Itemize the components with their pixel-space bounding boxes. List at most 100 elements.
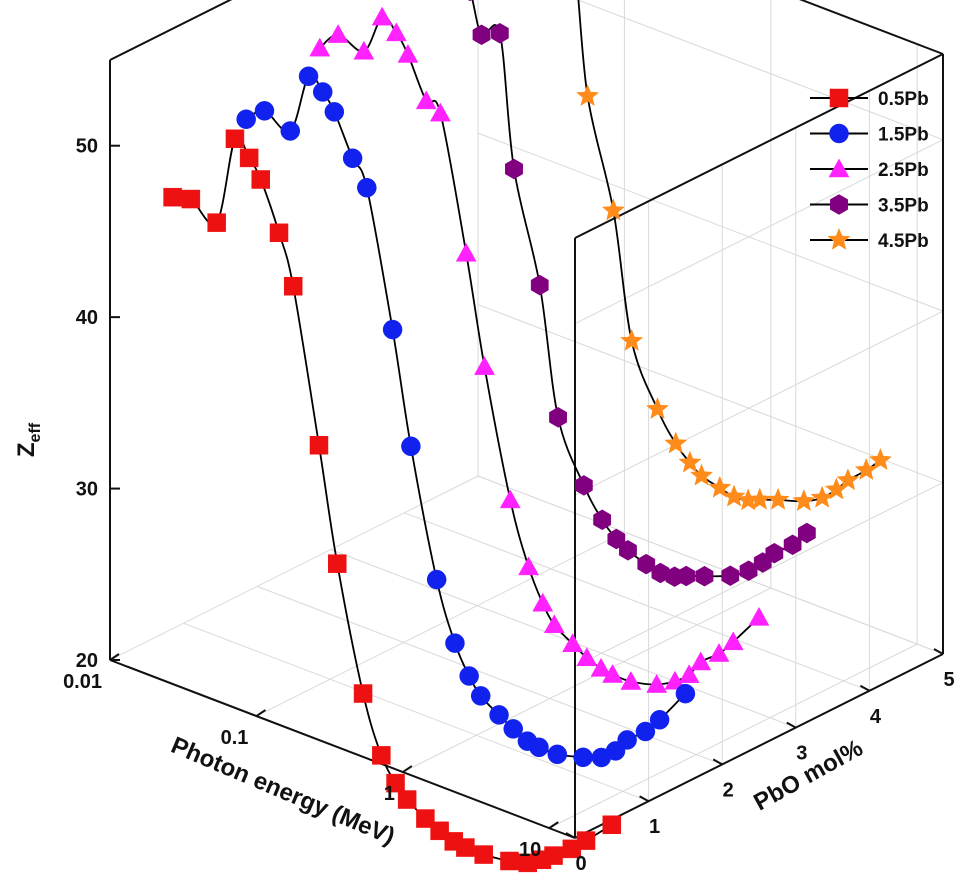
- data-point: [397, 790, 417, 809]
- data-point: [401, 436, 421, 457]
- data-point: [459, 666, 479, 686]
- data-point: [602, 664, 624, 683]
- series-4.5Pb: [576, 0, 893, 512]
- y-tick-label: 50: [76, 136, 98, 158]
- data-point: [576, 831, 596, 850]
- z-tick-label: 2: [723, 779, 734, 801]
- grid-line: [574, 482, 944, 668]
- data-point: [455, 242, 477, 262]
- grid-line: [402, 587, 772, 773]
- data-point: [371, 6, 393, 26]
- data-point: [792, 489, 816, 512]
- data-point: [342, 148, 363, 169]
- series-3.5Pb: [467, 0, 816, 587]
- data-point: [429, 102, 451, 122]
- series-line: [471, 0, 808, 578]
- grid-line: [404, 512, 870, 692]
- data-point: [593, 509, 612, 531]
- data-point: [722, 484, 746, 507]
- legend-item: 0.5Pb: [810, 88, 929, 110]
- data-point: [574, 475, 593, 496]
- z-tick-label: 0: [575, 853, 586, 875]
- series-0.5Pb: [163, 129, 622, 873]
- data-point: [635, 721, 656, 742]
- x-axis-line: [109, 659, 576, 839]
- grid-line: [548, 643, 918, 829]
- data-point: [385, 22, 407, 42]
- legend-marker: [830, 194, 848, 215]
- data-point: [353, 684, 373, 703]
- data-point: [309, 435, 329, 455]
- x-axis-title: Photon energy (MeV): [167, 732, 398, 851]
- z-tick-label: 4: [870, 706, 882, 728]
- data-point: [601, 198, 625, 221]
- data-point: [721, 565, 740, 586]
- z-tick-mark: [859, 684, 870, 692]
- series-1.5Pb: [236, 66, 696, 768]
- data-point: [426, 569, 447, 590]
- legend-label: 1.5Pb: [878, 125, 929, 146]
- data-point: [678, 450, 702, 473]
- data-point: [472, 24, 491, 46]
- data-point: [269, 223, 289, 243]
- legend-item: 1.5Pb: [810, 123, 929, 146]
- legend-marker: [829, 88, 849, 108]
- data-point: [416, 809, 435, 828]
- frame-edge: [574, 53, 944, 239]
- legend-item: 2.5Pb: [810, 158, 929, 181]
- data-point: [576, 84, 600, 107]
- legend-label: 4.5Pb: [878, 231, 929, 252]
- data-point: [766, 487, 790, 510]
- data-point: [645, 397, 670, 420]
- data-point: [505, 158, 523, 180]
- series-2.5Pb: [309, 6, 770, 693]
- data-point: [207, 213, 226, 232]
- data-point: [163, 187, 182, 207]
- data-point: [254, 101, 275, 121]
- data-point: [765, 542, 784, 564]
- legend-label: 0.5Pb: [878, 89, 929, 110]
- data-point: [562, 633, 584, 653]
- data-point: [430, 821, 449, 841]
- data-point: [382, 319, 403, 340]
- data-point: [530, 274, 549, 296]
- x-tick-label: 1: [384, 783, 395, 805]
- data-point: [677, 565, 696, 587]
- z-tick-label: 1: [649, 816, 660, 838]
- data-point: [544, 846, 563, 865]
- x-tick-label: 10: [519, 839, 541, 861]
- x-tick-label: 0.1: [221, 727, 249, 749]
- data-point: [619, 540, 637, 561]
- data-point: [646, 674, 668, 693]
- data-point: [620, 328, 644, 351]
- data-point: [868, 448, 893, 471]
- data-point: [309, 37, 331, 57]
- z-tick-mark: [639, 795, 650, 803]
- legend-item: 4.5Pb: [810, 227, 929, 252]
- data-point: [532, 592, 554, 612]
- data-point: [470, 686, 491, 706]
- grid-line: [477, 304, 944, 484]
- data-point: [651, 562, 670, 584]
- data-point: [327, 24, 349, 43]
- data-point: [251, 170, 270, 189]
- data-point: [529, 737, 549, 758]
- data-point: [397, 43, 419, 63]
- data-point: [386, 773, 405, 793]
- data-point: [181, 189, 201, 209]
- data-point: [797, 522, 816, 544]
- x-tick-mark: [109, 653, 120, 661]
- tick-labels: 20 30 40 50 0.01 0.1 1 10 0 1 2 3 4 5: [63, 136, 955, 875]
- data-point: [573, 747, 593, 768]
- data-point: [690, 651, 712, 671]
- data-point: [518, 556, 539, 576]
- grid-line: [477, 475, 944, 655]
- data-point: [236, 109, 256, 129]
- data-point: [474, 356, 495, 375]
- data-point: [722, 631, 744, 651]
- series-layer: [163, 0, 893, 873]
- data-point: [664, 670, 686, 690]
- data-point: [499, 489, 521, 509]
- grid-line: [183, 622, 649, 802]
- data-point: [689, 463, 714, 486]
